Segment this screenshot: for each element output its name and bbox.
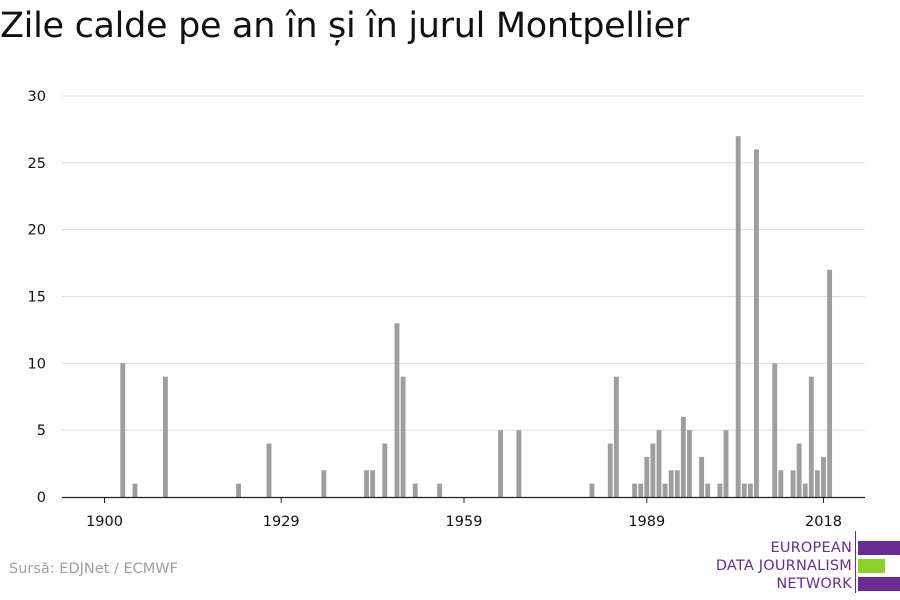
y-tick-label: 15 xyxy=(28,290,46,306)
bar-1989 xyxy=(644,456,650,497)
bar-2006 xyxy=(747,483,753,497)
y-axis-ticks: 0 5 10 15 20 25 30 xyxy=(28,89,46,506)
bar-1993 xyxy=(668,470,674,497)
bar-1968 xyxy=(516,430,522,497)
logo-divider xyxy=(855,531,856,593)
bar-2013 xyxy=(790,470,796,497)
edjnet-logo[interactable]: EUROPEAN DATA JOURNALISM NETWORK xyxy=(712,531,900,594)
bar-2004 xyxy=(735,136,741,497)
bar-1927 xyxy=(266,443,272,497)
bar-2014 xyxy=(796,443,802,497)
bar-1983 xyxy=(607,443,613,497)
bar-1996 xyxy=(687,430,692,497)
bar-1936 xyxy=(321,470,327,497)
logo-line-2: DATA JOURNALISM xyxy=(715,558,852,574)
x-tick-label: 2018 xyxy=(805,514,842,530)
x-tick-label: 1900 xyxy=(86,514,123,530)
bar-1944 xyxy=(370,470,376,497)
logo-bar-top xyxy=(858,541,900,555)
bar-1943 xyxy=(364,470,369,497)
y-tick-label: 5 xyxy=(37,423,46,439)
logo-line-3: NETWORK xyxy=(776,576,852,592)
bar-1987 xyxy=(632,483,638,497)
source-note: Sursă: EDJNet / ECMWF xyxy=(9,561,178,577)
bar-1994 xyxy=(674,470,680,497)
bar-1951 xyxy=(412,483,418,497)
bar-2010 xyxy=(772,363,778,497)
bar-1998 xyxy=(699,456,705,497)
y-tick-label: 10 xyxy=(28,356,46,372)
x-tick-label: 1959 xyxy=(446,514,483,530)
bar-2019 xyxy=(827,269,833,497)
bar-2007 xyxy=(754,149,759,497)
chart-title: Zile calde pe an în și în jurul Montpell… xyxy=(0,6,689,46)
bar-1990 xyxy=(650,443,656,497)
bar-1965 xyxy=(498,430,503,497)
bar-1984 xyxy=(613,376,619,497)
bar-1999 xyxy=(705,483,711,497)
logo-line-1: EUROPEAN xyxy=(770,540,852,556)
bars xyxy=(120,136,833,497)
bar-1905 xyxy=(132,483,138,497)
bar-chart: 0 5 10 15 20 25 30 1900 1929 1959 1989 2018 xyxy=(28,89,865,530)
y-tick-label: 20 xyxy=(28,223,46,239)
x-tick-label: 1929 xyxy=(263,514,300,530)
x-tick-label: 1989 xyxy=(628,514,665,530)
bar-1955 xyxy=(437,483,443,497)
bar-1949 xyxy=(400,376,406,497)
y-tick-label: 0 xyxy=(37,490,46,506)
bar-2017 xyxy=(814,470,820,497)
bar-1922 xyxy=(236,483,241,497)
gridlines xyxy=(62,95,865,431)
bar-2015 xyxy=(802,483,808,497)
bar-2016 xyxy=(808,376,814,497)
bar-2001 xyxy=(717,483,723,497)
y-tick-label: 30 xyxy=(28,89,46,105)
bar-1991 xyxy=(656,430,662,497)
bar-1988 xyxy=(638,483,644,497)
bar-1946 xyxy=(382,443,388,497)
bar-2018 xyxy=(821,456,826,497)
bar-1995 xyxy=(680,416,686,497)
logo-bar-bottom xyxy=(858,577,900,591)
bar-2011 xyxy=(778,470,784,497)
bar-1980 xyxy=(589,483,595,497)
x-axis: 1900 1929 1959 1989 2018 xyxy=(62,496,865,530)
bar-1948 xyxy=(394,323,400,497)
bar-1992 xyxy=(662,483,668,497)
bar-1910 xyxy=(162,376,168,497)
bar-2002 xyxy=(723,430,729,497)
bar-1903 xyxy=(120,363,126,497)
y-tick-label: 25 xyxy=(28,156,46,172)
logo-bar-middle xyxy=(858,559,885,573)
bar-2005 xyxy=(741,483,747,497)
